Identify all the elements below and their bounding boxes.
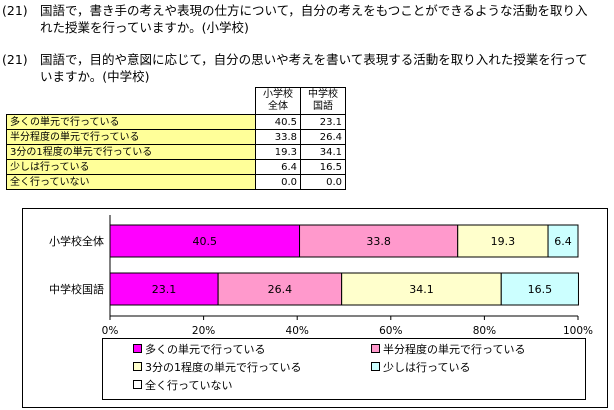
legend-item: 3分の1程度の単元で行っている [133,361,301,374]
legend-swatch [133,362,142,371]
table-header-row: 小学校 全体 中学校 国語 [7,87,346,115]
row-label: 半分程度の単元で行っている [6,129,256,145]
bar-segment [457,224,549,258]
question-number: (21) [2,52,28,67]
x-tick-label: 40% [286,325,309,337]
legend-item: 多くの単元で行っている [133,343,265,356]
legend-label: 3分の1程度の単元で行っている [145,361,302,374]
data-table: 小学校 全体 中学校 国語 多くの単元で行っている 40.5 23.1 半分程度の単… [6,87,346,190]
table-row: 少しは行っている 6.4 16.5 [6,159,346,175]
data-label: 16.5 [528,283,553,296]
legend-label: 少しは行っている [383,361,471,374]
bar-segment [299,224,459,258]
question-text-line1: 国語で，目的や意図に応じて，自分の思いや考えを書いて表現する活動を取り入れた授業… [40,52,588,67]
row-value-junior-high: 34.1 [300,144,346,160]
chart-legend: 多くの単元で行っている 半分程度の単元で行っている 3分の1程度の単元で行ってい… [102,338,586,400]
legend-item: 半分程度の単元で行っている [371,343,525,356]
x-tick-label: 60% [379,325,402,337]
table-row: 半分程度の単元で行っている 33.8 26.4 [6,129,346,145]
x-tick-label: 20% [192,325,215,337]
table-row: 全く行っていない 0.0 0.0 [6,174,346,190]
legend-item: 全く行っていない [133,379,232,392]
legend-swatch [371,362,380,371]
table-row: 多くの単元で行っている 40.5 23.1 [6,114,346,130]
data-label: 34.1 [409,283,434,296]
row-label: 少しは行っている [6,159,256,175]
legend-label: 全く行っていない [145,379,233,392]
category-label: 中学校国語 [49,282,104,296]
data-label: 6.4 [554,235,572,248]
row-value-junior-high: 23.1 [300,114,346,130]
stacked-bar-chart: 40.5 33.8 19.3 6.4 小学校全体 23.1 26.4 34.1 16.5 中学校国… [49,215,593,337]
bar-segment [341,272,502,306]
row-label: 全く行っていない [6,174,256,190]
legend-item: 少しは行っている [371,361,470,374]
row-value-elementary: 19.3 [255,144,301,160]
row-label: 多くの単元で行っている [6,114,256,130]
bar-segment [109,272,219,306]
row-value-elementary: 40.5 [255,114,301,130]
data-label: 26.4 [268,283,293,296]
question-text-line1: 国語で，書き手の考えや表現の仕方について，自分の考えをもつことができるような活動… [40,3,588,18]
data-label: 40.5 [193,235,218,248]
data-label: 23.1 [152,283,177,296]
bar-segment [547,224,579,258]
row-value-junior-high: 26.4 [300,129,346,145]
category-label: 小学校全体 [49,234,104,248]
table-corner [7,88,256,115]
data-label: 19.3 [491,235,516,248]
x-tick-label: 100% [563,325,593,337]
row-label: 3分の1程度の単元で行っている [6,144,256,160]
x-tick-label: 0% [102,325,119,337]
legend-swatch [133,380,142,389]
row-value-elementary: 0.0 [255,174,301,190]
table-row: 3分の1程度の単元で行っている 19.3 34.1 [6,144,346,160]
legend-swatch [133,344,142,353]
row-value-junior-high: 16.5 [300,159,346,175]
row-value-junior-high: 0.0 [300,174,346,190]
legend-label: 多くの単元で行っている [145,343,266,356]
table-header-elementary: 小学校 全体 [255,87,301,115]
data-label: 33.8 [366,235,391,248]
x-tick-label: 80% [473,325,496,337]
legend-label: 半分程度の単元で行っている [383,343,526,356]
question-number: (21) [2,3,28,18]
legend-swatch [371,344,380,353]
row-value-elementary: 6.4 [255,159,301,175]
row-value-elementary: 33.8 [255,129,301,145]
bar-segment [500,272,579,306]
table-header-junior-high: 中学校 国語 [300,87,346,115]
question-text-line2: いますか。(中学校) [40,69,150,84]
question-text-line2: れた授業を行っていますか。(小学校) [40,20,249,35]
